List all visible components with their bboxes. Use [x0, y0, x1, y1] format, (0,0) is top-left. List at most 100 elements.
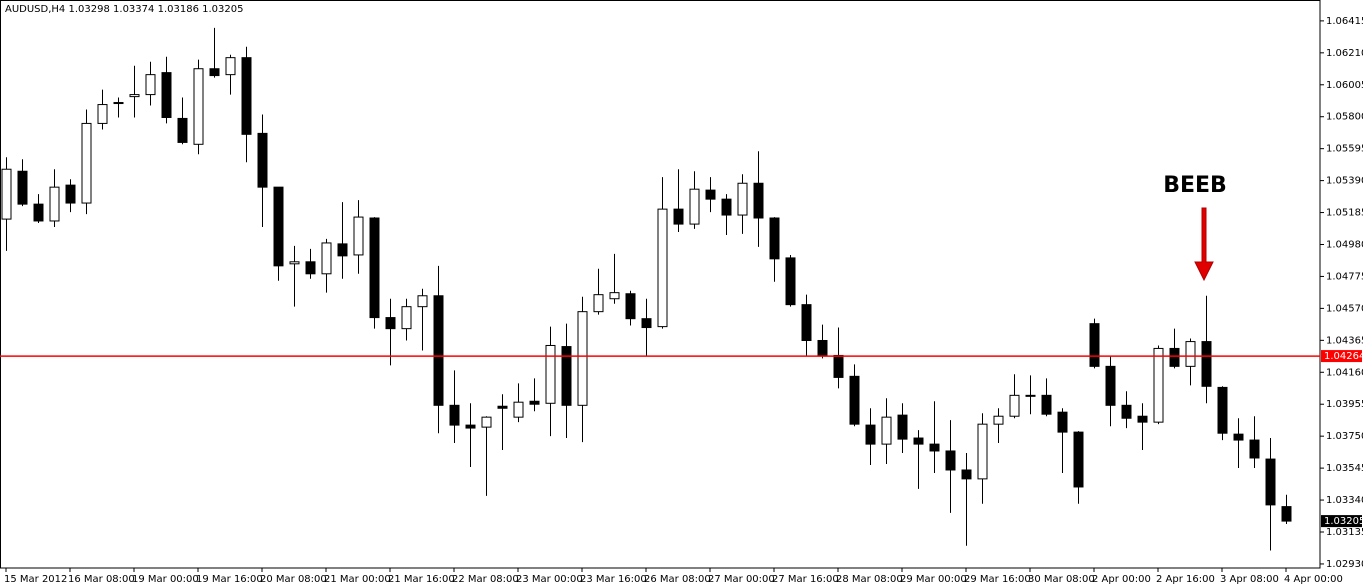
candle-body	[1169, 347, 1180, 367]
candle-body	[321, 242, 332, 275]
candle-body	[1057, 411, 1068, 433]
x-tick-label: 30 Mar 08:00	[1028, 574, 1095, 585]
x-tick-label: 21 Mar 16:00	[388, 574, 455, 585]
candle-body	[769, 217, 780, 260]
candle-body	[465, 424, 476, 429]
candle-body	[1185, 341, 1196, 367]
x-tick-label: 19 Mar 00:00	[132, 574, 199, 585]
candle-body	[625, 293, 636, 320]
x-tick-label: 20 Mar 08:00	[260, 574, 327, 585]
y-tick-label: 1.03750	[1326, 431, 1363, 442]
candle-body	[65, 184, 76, 204]
y-tick-label: 1.05185	[1326, 208, 1363, 219]
candle-body	[817, 339, 828, 356]
y-tick-label: 1.03135	[1326, 527, 1363, 538]
candle-body	[993, 415, 1004, 425]
x-tick-label: 2 Apr 16:00	[1156, 574, 1215, 585]
x-tick-label: 2 Apr 00:00	[1092, 574, 1151, 585]
x-tick-label: 21 Mar 00:00	[324, 574, 391, 585]
candle-body	[305, 261, 316, 275]
y-tick-label: 1.05595	[1326, 144, 1363, 155]
x-tick-label: 16 Mar 08:00	[68, 574, 135, 585]
candle-body	[1153, 347, 1164, 423]
candle-body	[1281, 506, 1292, 522]
candle-body	[673, 208, 684, 225]
candle-body	[97, 104, 108, 124]
y-tick-label: 1.06210	[1326, 48, 1363, 59]
x-tick-label: 27 Mar 16:00	[772, 574, 839, 585]
candle-body	[49, 186, 60, 222]
candle-body	[33, 203, 44, 222]
candle-body	[257, 132, 268, 188]
candle-body	[561, 346, 572, 406]
candle-body	[657, 208, 668, 328]
candle-body	[241, 57, 252, 135]
y-tick-label: 1.03340	[1326, 495, 1363, 506]
x-tick-label: 27 Mar 00:00	[708, 574, 775, 585]
y-tick-label: 1.04365	[1326, 335, 1363, 346]
candle-body	[417, 295, 428, 308]
candle-body	[513, 401, 524, 418]
candle-body	[1009, 394, 1020, 417]
candle-body	[1217, 386, 1228, 434]
y-tick-label: 1.04775	[1326, 271, 1363, 282]
candle-body	[209, 68, 220, 77]
y-tick-label: 1.06415	[1326, 16, 1363, 27]
last-high: 1.03374	[113, 4, 154, 15]
last-close: 1.03205	[202, 4, 243, 15]
candle-body	[609, 292, 620, 300]
candle-body	[897, 414, 908, 440]
symbol: AUDUSD,H4	[5, 4, 65, 15]
candle-body	[913, 437, 924, 445]
candle-body	[961, 469, 972, 480]
candle-body	[337, 243, 348, 257]
candle-body	[545, 344, 556, 404]
x-tick-label: 23 Mar 00:00	[516, 574, 583, 585]
x-tick-label: 3 Apr 08:00	[1220, 574, 1279, 585]
x-tick-label: 15 Mar 2012	[4, 574, 67, 585]
candle-body	[945, 450, 956, 471]
candle-body	[433, 295, 444, 406]
candle-body	[273, 186, 284, 267]
candle-body	[977, 423, 988, 480]
chart-header: AUDUSD,H4 1.03298 1.03374 1.03186 1.0320…	[5, 4, 243, 15]
price-line-label-box	[1321, 350, 1362, 363]
candle-body	[401, 306, 412, 330]
y-tick-label: 1.03955	[1326, 399, 1363, 410]
y-tick-label: 1.04160	[1326, 367, 1363, 378]
candle-body	[849, 375, 860, 425]
candle-body	[289, 261, 300, 265]
candle-body	[1137, 415, 1148, 423]
candle-body	[161, 72, 172, 118]
candle-body	[881, 416, 892, 445]
candle-body	[593, 294, 604, 313]
candle-body	[385, 317, 396, 330]
candle-body	[1, 168, 12, 220]
current-price-box	[1321, 515, 1362, 528]
last-low: 1.03186	[158, 4, 199, 15]
candle-body	[721, 198, 732, 216]
arrow-shape	[1194, 207, 1214, 282]
current-price-label: 1.03205	[1324, 516, 1363, 527]
annotation: BEEB	[1163, 173, 1227, 198]
x-tick-label: 28 Mar 08:00	[836, 574, 903, 585]
candle-body	[81, 122, 92, 204]
x-tick-label: 23 Mar 16:00	[580, 574, 647, 585]
candle-body	[353, 216, 364, 256]
x-tick-label: 29 Mar 00:00	[900, 574, 967, 585]
price-line-label: 1.04264	[1324, 351, 1363, 362]
candle-body	[929, 443, 940, 452]
candle-body	[17, 170, 28, 205]
candle-body	[225, 57, 236, 76]
candle-body	[1089, 323, 1100, 367]
annotation-arrow	[1194, 207, 1214, 282]
candle-body	[753, 182, 764, 219]
candle-body	[529, 400, 540, 405]
candle-body	[1041, 394, 1052, 415]
candle-body	[1105, 365, 1116, 406]
candle-body	[689, 188, 700, 225]
y-tick-label: 1.05800	[1326, 112, 1363, 123]
y-tick-label: 1.05390	[1326, 176, 1363, 187]
candle-body	[1201, 341, 1212, 387]
